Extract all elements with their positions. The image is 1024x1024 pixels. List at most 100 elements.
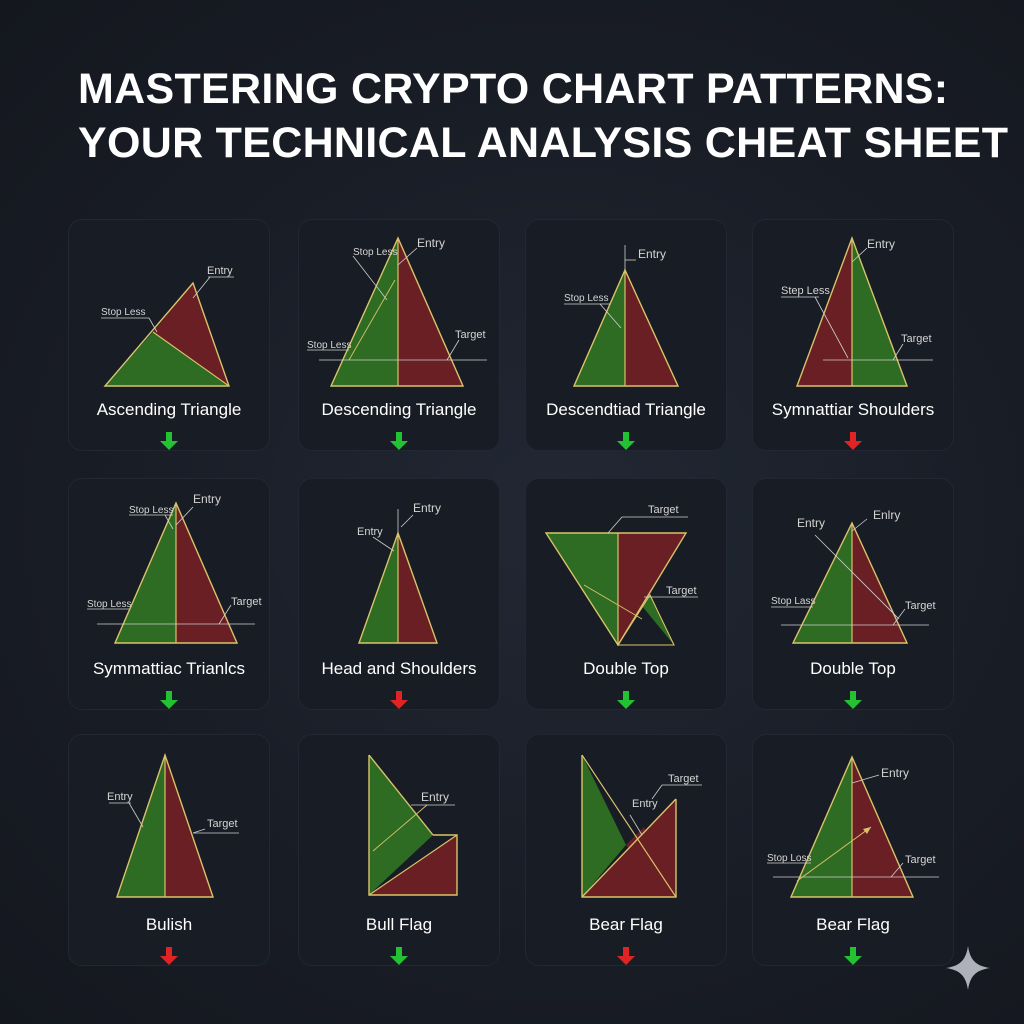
title-line-1: MASTERING CRYPTO CHART PATTERNS:: [78, 65, 949, 113]
entry-leader-line: [851, 774, 880, 784]
entry-leader-line: [372, 536, 395, 552]
pattern-card-symnattiar-shoulders: Entry Step Less Target Symnattiar Should…: [752, 219, 954, 451]
entry-leader-line: [851, 247, 868, 263]
stop-leader-line: [164, 514, 174, 530]
annotation-entry: Entry: [638, 247, 666, 261]
entry-leader-line: [192, 276, 211, 299]
pattern-card-bear-flag: Target Entry Bear Flag: [525, 734, 727, 966]
pattern-name: Double Top: [810, 659, 896, 678]
stop-leader-line: [148, 317, 158, 333]
annotation-entry: Entry: [193, 492, 221, 506]
pattern-diagram: Entry Step Less Target: [781, 235, 933, 387]
annotation-entry: Entry: [632, 798, 658, 810]
red-region: [626, 827, 674, 897]
annotation-target: Target: [207, 818, 238, 830]
flag-outline: [581, 755, 677, 898]
arrow-down-green-icon: [753, 947, 953, 965]
pattern-card-bulish: Entry Target Bulish: [68, 734, 270, 966]
wedge-outline: [616, 593, 675, 646]
pattern-name: Descending Triangle: [321, 400, 477, 419]
arrow-down-green-icon: [69, 691, 269, 709]
entry-leader-line: [175, 506, 194, 526]
pattern-name: Head and Shoulders: [321, 659, 477, 678]
stop-leader-line: [814, 296, 849, 359]
annotation-stop-loss: Stop Less: [129, 505, 173, 516]
pattern-diagram: Entry: [368, 754, 458, 896]
target-leader-line: [446, 339, 460, 361]
pattern-card-double-top: Target Target Double Top: [525, 478, 727, 710]
annotation-target: Target: [455, 329, 486, 341]
pattern-diagram: Stop Less Entry Stop Less Target: [307, 236, 487, 387]
pattern-name: Bear Flag: [816, 915, 890, 934]
flag-edge: [368, 834, 458, 896]
pattern-diagram: Entry Enlry Stop Lass Target: [771, 508, 936, 644]
pattern-card-symmattiac-triangles: Stop Less Entry Stop Less Target Symmatt…: [68, 478, 270, 710]
pattern-diagram: Entry Entry: [357, 501, 441, 644]
pattern-name: Bear Flag: [589, 915, 663, 934]
annotation-target: Target: [231, 596, 262, 608]
arrow-head-icon: [863, 827, 871, 834]
green-region: [642, 595, 674, 645]
annotation-stop-loss: Stop Less: [87, 599, 131, 610]
annotation-stop-loss: Stop Loss: [767, 853, 811, 864]
arrow-down-red-icon: [526, 947, 726, 965]
stop-leader-line: [599, 303, 622, 329]
green-region: [105, 332, 229, 386]
entry-leader-line: [400, 514, 414, 528]
pattern-name: Bull Flag: [365, 915, 433, 934]
arrow-down-red-icon: [69, 947, 269, 965]
annotation-target: Target: [901, 333, 932, 345]
annotation-entry: Entry: [107, 791, 133, 803]
annotation-stop-loss: Stop Less: [307, 340, 351, 351]
pattern-card-descending-triangle: Stop Less Entry Stop Less Target Descend…: [298, 219, 500, 451]
annotation-entry: Entry: [881, 766, 909, 780]
annotation-entry: Enlry: [873, 508, 900, 522]
entry-trend-line: [814, 534, 900, 620]
pattern-diagram: Target Target: [544, 504, 698, 647]
page-title: MASTERING CRYPTO CHART PATTERNS: YOUR TE…: [78, 62, 1008, 170]
pattern-name: Symmattiac Trianlcs: [92, 659, 246, 678]
target-leader-line: [218, 604, 232, 625]
green-region: [369, 755, 433, 895]
pattern-name: Ascending Triangle: [96, 400, 242, 419]
pattern-diagram: Entry Stop Less: [564, 245, 680, 387]
annotation-entry: Entry: [413, 501, 441, 515]
entry-trend-line: [372, 804, 428, 852]
pattern-name: Double Top: [583, 659, 669, 678]
annotation-entry: Entry: [797, 516, 825, 530]
pattern-diagram: Stop Less Entry Stop Less Target: [87, 492, 262, 644]
arrow-down-green-icon: [299, 432, 499, 450]
divider-line: [152, 331, 230, 387]
arrow-down-red-icon: [299, 691, 499, 709]
sparkle-icon: [946, 946, 990, 990]
annotation-target: Target: [905, 854, 936, 866]
pattern-card-ascending-triangle: Entry Stop Less Ascending Triangle: [68, 219, 270, 451]
annotation-stop-loss: Stop Less: [353, 247, 397, 258]
arrow-down-green-icon: [69, 432, 269, 450]
pattern-card-bull-flag: Entry Bull Flag: [298, 734, 500, 966]
target-leader-line: [607, 516, 623, 534]
annotation-stop-loss: Stop Less: [101, 307, 145, 318]
pattern-diagram: Entry Stop Less: [101, 265, 234, 387]
annotation-stop-loss: Step Less: [781, 285, 830, 297]
annotation-entry: Entry: [417, 236, 445, 250]
green-region: [582, 755, 626, 897]
annotation-entry: Entry: [421, 790, 449, 804]
title-line-2: YOUR TECHNICAL ANALYSIS CHEAT SHEET: [78, 119, 1009, 167]
annotation-target: Target: [666, 585, 697, 597]
arrow-down-green-icon: [299, 947, 499, 965]
triangle-outline: [329, 236, 465, 387]
entry-leader-line: [397, 247, 418, 266]
flag-outline: [368, 755, 458, 896]
annotation-target: Target: [648, 504, 679, 516]
entry-leader-line: [128, 802, 144, 828]
annotation-stop-loss: Stop Lass: [771, 596, 815, 607]
target-leader-line: [890, 862, 904, 878]
arrow-down-red-icon: [753, 432, 953, 450]
pattern-diagram: Entry Target: [107, 752, 239, 898]
annotation-entry: Entry: [207, 265, 233, 277]
arrow-down-green-icon: [753, 691, 953, 709]
target-leader-line: [892, 343, 904, 361]
triangle-outline: [103, 281, 230, 387]
entry-trend-line: [796, 826, 872, 882]
